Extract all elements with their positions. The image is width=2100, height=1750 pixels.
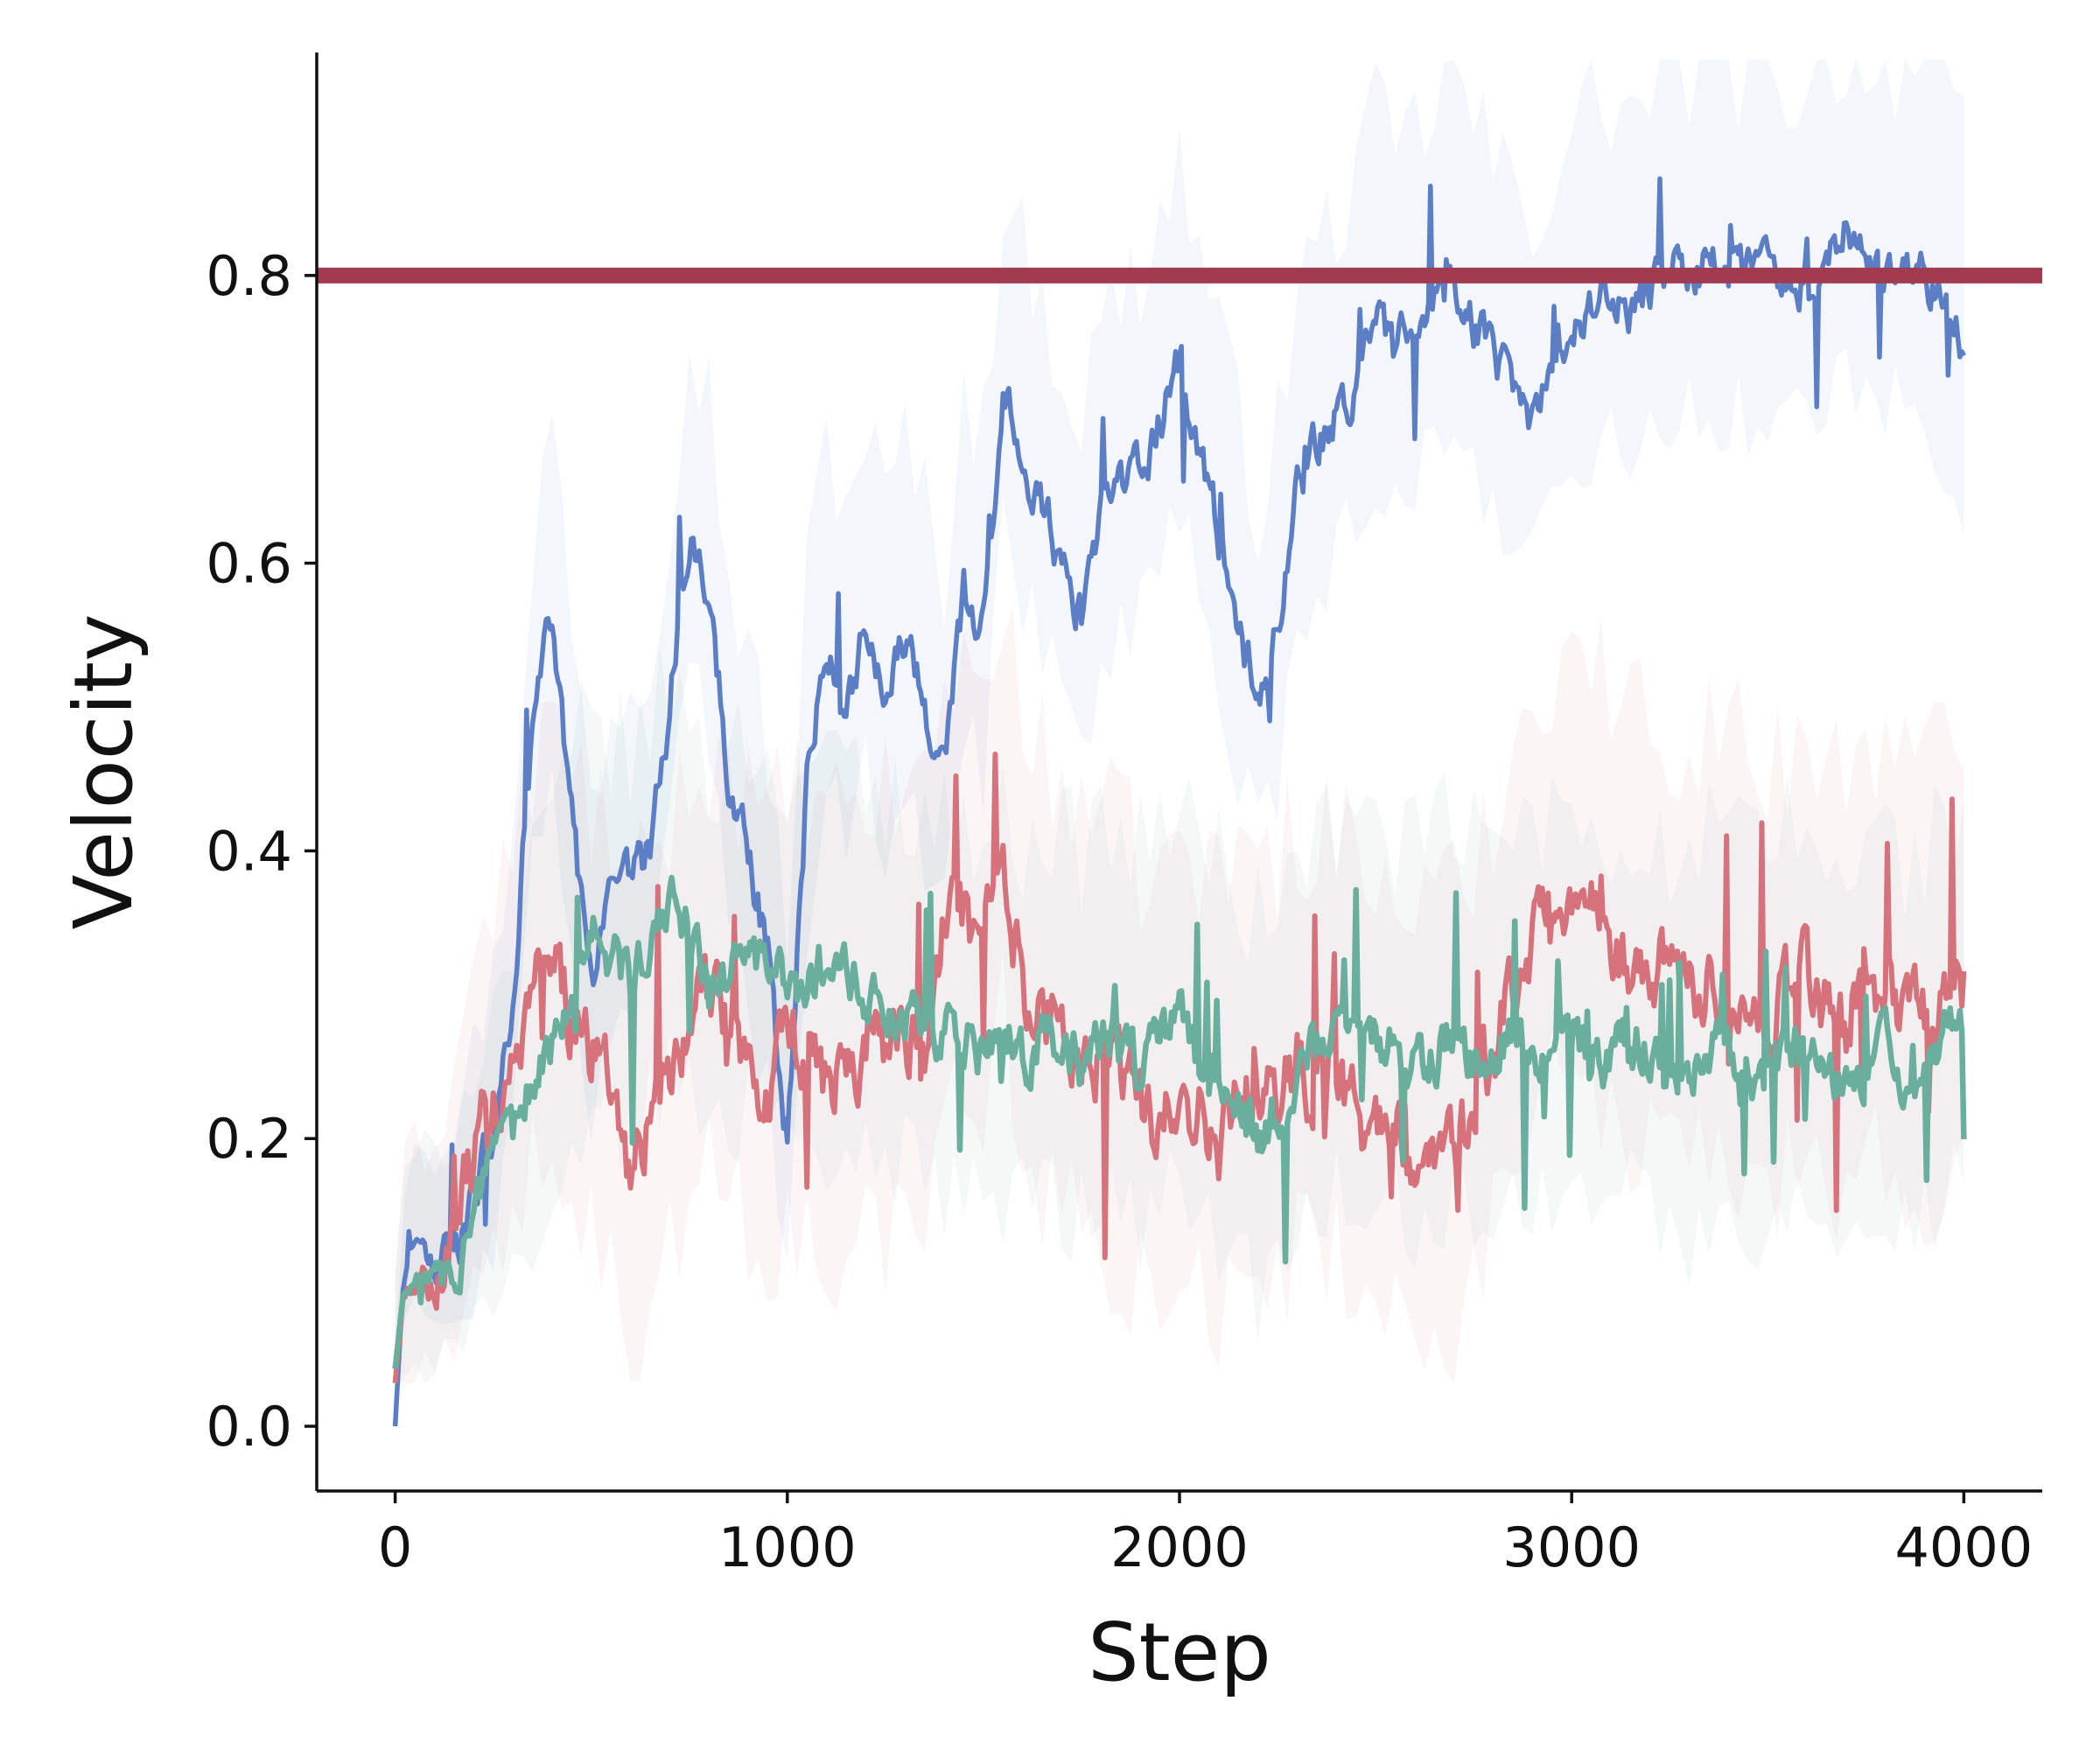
- y-tick-label-3: 0.6: [206, 532, 292, 596]
- x-tick-label-4: 4000: [1894, 1516, 2033, 1579]
- series-band-0: [395, 60, 1964, 1383]
- y-tick-label-4: 0.8: [206, 244, 292, 308]
- x-tick-label-0: 0: [378, 1516, 412, 1579]
- tick-labels: 0 1000 2000 3000 4000 0.0 0.2 0.4 0.6 0.8: [206, 244, 2033, 1579]
- y-tick-label-1: 0.2: [206, 1107, 292, 1171]
- x-tick-label-1: 1000: [718, 1516, 857, 1579]
- series-line-2: [392, 874, 1967, 1369]
- x-tick-label-2: 2000: [1110, 1516, 1249, 1579]
- x-axis-title: Step: [1088, 1606, 1270, 1699]
- y-tick-label-2: 0.4: [206, 819, 292, 883]
- series-line-1: [392, 751, 1967, 1383]
- x-tick-label-3: 3000: [1502, 1516, 1641, 1579]
- series-line-0: [392, 176, 1966, 1427]
- y-tick-label-0: 0.0: [206, 1395, 292, 1459]
- y-axis-title: Velocity: [57, 614, 150, 930]
- tick-marks: [304, 274, 1966, 1503]
- series-band-2: [395, 646, 1964, 1383]
- series-lines: [392, 176, 1967, 1427]
